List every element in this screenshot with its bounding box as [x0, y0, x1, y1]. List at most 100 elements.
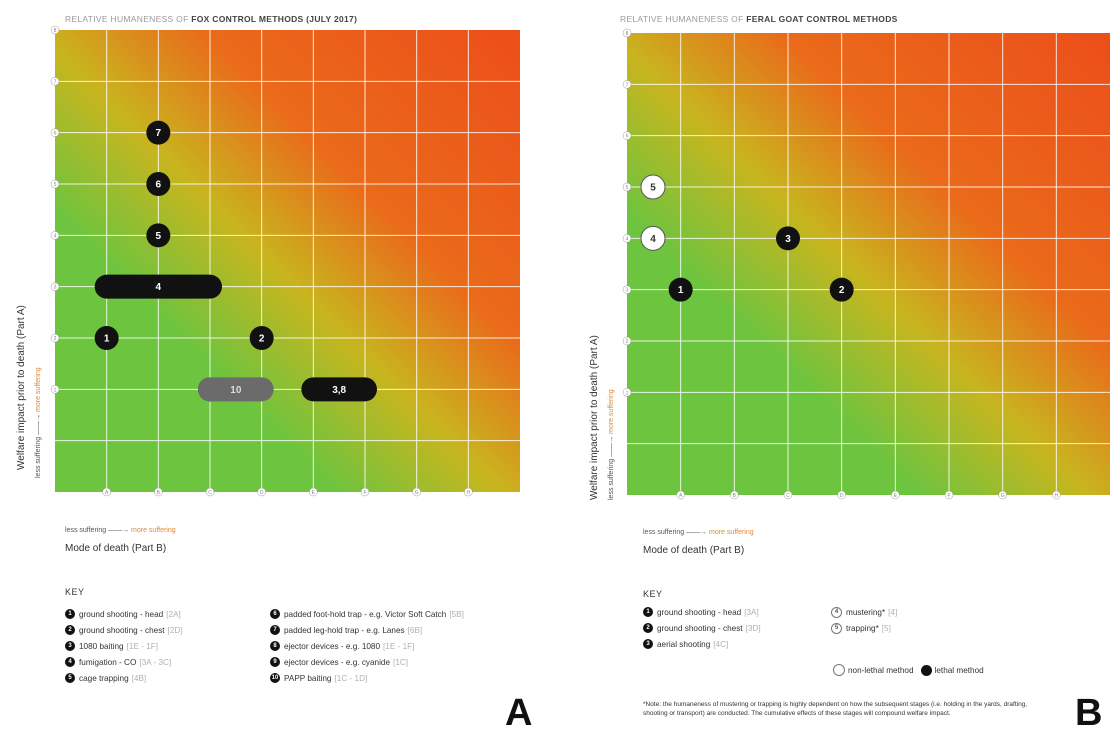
- x-tick-label: B: [157, 490, 161, 496]
- key-number-badge: 3: [643, 639, 653, 649]
- grid: [627, 33, 1110, 495]
- legend-lethal: lethal method: [934, 665, 984, 675]
- x-tick-label: G: [415, 490, 419, 496]
- x-tick-label: E: [894, 493, 898, 499]
- y-tick-marker: [50, 25, 60, 35]
- x-tick-marker: [154, 487, 163, 497]
- y-tick-marker: [50, 179, 60, 189]
- footnote: *Note: the humaneness of mustering or tr…: [643, 701, 1028, 717]
- key-label: trapping*: [846, 623, 879, 633]
- data-point: 3,8: [301, 377, 377, 402]
- y-tick-marker: [622, 28, 632, 38]
- x-tick-marker: [464, 487, 473, 497]
- chart-title-prefix: RELATIVE HUMANENESS OF: [620, 14, 747, 24]
- y-tick-label: 3: [626, 288, 629, 294]
- data-point-label: 1: [678, 285, 684, 296]
- key-code: [1E - 1F]: [126, 641, 159, 651]
- data-point: 5: [146, 223, 171, 248]
- key-label: PAPP baiting: [284, 673, 332, 683]
- data-point-label: 7: [156, 128, 162, 139]
- data-point: 2: [249, 326, 274, 350]
- x-tick-marker: [998, 490, 1007, 500]
- key-number-badge: 7: [270, 625, 280, 635]
- x-tick-label: C: [208, 490, 212, 496]
- goat-plot: 1 2 3 4 5 6 7 8 A B C D E F G H 1 2 3 4 5: [622, 28, 1110, 500]
- key-code: [3A]: [744, 607, 759, 617]
- key-number-badge: 5: [65, 673, 75, 683]
- x-tick-label: G: [1001, 493, 1005, 499]
- data-point-label: 6: [156, 180, 162, 191]
- chart-title-bold: FERAL GOAT CONTROL METHODS: [746, 14, 898, 24]
- key-code: [5B]: [449, 609, 464, 619]
- key-number-badge: 1: [65, 609, 75, 619]
- y-tick-label: 5: [54, 182, 57, 188]
- y-tick-label: 8: [54, 28, 57, 34]
- key-code: [3A - 3C]: [139, 657, 172, 667]
- y-scale-more: more suffering: [608, 389, 615, 434]
- y-axis-scale: less suffering ——→ more suffering: [35, 367, 42, 478]
- x-scale-more: more suffering: [709, 529, 754, 536]
- key-item: 2 ground shooting - chest [3D]: [643, 620, 761, 636]
- nonlethal-circle-icon: [833, 664, 845, 676]
- key-number-badge: 4: [65, 657, 75, 667]
- key-number-badge: 6: [270, 609, 280, 619]
- x-tick-marker: [205, 487, 215, 497]
- data-point: 6: [146, 172, 171, 196]
- y-axis-title: Welfare impact prior to death (Part A): [16, 305, 27, 470]
- key-label: aerial shooting: [657, 639, 711, 649]
- x-scale-less: less suffering: [65, 527, 107, 534]
- key-column-right: 6 padded foot-hold trap - e.g. Victor Sof…: [270, 606, 464, 686]
- panel-letter: B: [1075, 692, 1103, 734]
- key-item: 3 aerial shooting [4C]: [643, 636, 761, 652]
- x-tick-label: D: [260, 490, 264, 496]
- x-tick-marker: [944, 490, 954, 500]
- x-tick-marker: [837, 490, 846, 500]
- key-label: ground shooting - chest: [79, 625, 165, 635]
- x-tick-marker: [730, 490, 739, 500]
- y-tick-label: 6: [626, 134, 629, 140]
- key-number-badge: 9: [270, 657, 280, 667]
- y-tick-marker: [622, 336, 632, 346]
- arrow-right-icon: ——→: [108, 527, 130, 534]
- x-axis-title: Mode of death (Part B): [643, 545, 745, 556]
- key-label: ground shooting - chest: [657, 623, 743, 633]
- key-label: mustering*: [846, 607, 886, 617]
- y-axis-scale: less suffering ——→ more suffering: [608, 389, 615, 500]
- key-label: padded leg-hold trap - e.g. Lanes: [284, 625, 405, 635]
- data-point: 1: [668, 277, 693, 302]
- y-axis-title: Welfare impact prior to death (Part A): [589, 335, 600, 500]
- x-tick-marker: [676, 490, 685, 500]
- key-label: ground shooting - head: [657, 607, 742, 617]
- key-title: KEY: [65, 587, 85, 597]
- y-tick-marker: [50, 282, 60, 291]
- key-code: [1C]: [393, 657, 409, 667]
- data-point-label: 3,8: [332, 385, 346, 396]
- y-tick-label: 2: [626, 339, 629, 345]
- key-code: [6B]: [407, 625, 423, 635]
- x-tick-marker: [783, 490, 793, 500]
- key-code: [1C - 1D]: [334, 673, 368, 683]
- key-number-badge: 2: [643, 623, 653, 633]
- chart-title-prefix: RELATIVE HUMANENESS OF: [65, 14, 192, 24]
- data-point-label: 2: [259, 334, 265, 345]
- data-point-label: 4: [650, 234, 656, 245]
- chart-title-bold: FOX CONTROL METHODS (JULY 2017): [191, 14, 358, 24]
- y-tick-label: 6: [54, 131, 57, 137]
- key-code: [3D]: [745, 623, 761, 633]
- key-code: [4C]: [713, 639, 729, 649]
- data-point: 5: [640, 174, 666, 200]
- y-tick-label: 1: [626, 390, 629, 396]
- legend: non-lethal method lethal method: [833, 664, 984, 676]
- plot-background: [55, 30, 520, 492]
- y-tick-label: 2: [54, 336, 57, 342]
- data-point-label: 3: [785, 234, 791, 245]
- key-label: fumigation - CO: [79, 657, 137, 667]
- x-tick-marker: [412, 487, 421, 497]
- x-axis-title: Mode of death (Part B): [65, 543, 167, 554]
- x-tick-label: F: [363, 490, 366, 496]
- key-number-badge: 2: [65, 625, 75, 635]
- key-item: 6 padded foot-hold trap - e.g. Victor Sof…: [270, 606, 464, 622]
- x-tick-label: H: [467, 490, 471, 496]
- data-point-label: 5: [156, 231, 162, 242]
